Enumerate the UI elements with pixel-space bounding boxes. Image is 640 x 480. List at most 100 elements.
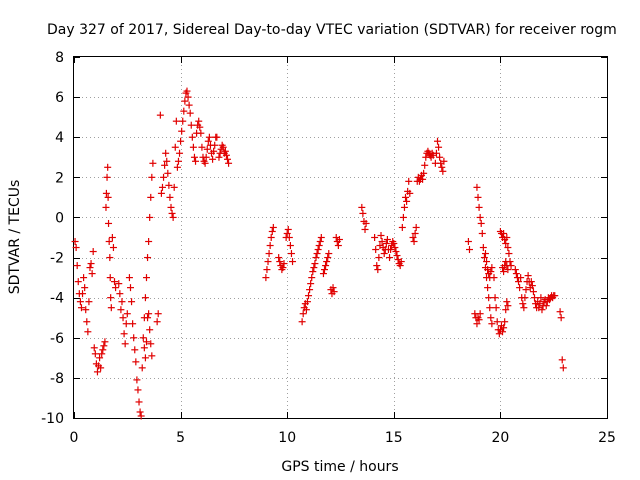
data-point [172, 117, 180, 125]
data-point [170, 183, 178, 191]
data-point [515, 278, 523, 286]
data-point [493, 318, 501, 326]
data-point [405, 177, 413, 185]
data-point [225, 159, 233, 167]
data-point [361, 225, 369, 233]
data-point [131, 346, 139, 354]
data-point [262, 274, 270, 282]
data-point [306, 286, 314, 294]
data-point [312, 254, 320, 262]
data-point [410, 238, 418, 246]
data-point [204, 137, 212, 145]
data-point [141, 354, 149, 362]
data-point [154, 310, 162, 318]
data-point [556, 308, 564, 316]
data-point [189, 143, 197, 151]
data-point [421, 161, 429, 169]
data-point [263, 266, 271, 274]
data-point [103, 173, 111, 181]
data-point [188, 133, 196, 141]
data-point [438, 163, 446, 171]
data-point [115, 280, 123, 288]
data-point [487, 314, 495, 322]
data-point [269, 223, 277, 231]
data-point [307, 280, 315, 288]
x-tick-label: 0 [70, 430, 79, 446]
data-point [224, 155, 232, 163]
y-tick-label: -10 [41, 411, 64, 427]
data-point [169, 213, 177, 221]
data-point [475, 203, 483, 211]
data-point [166, 193, 174, 201]
data-point [187, 121, 195, 129]
data-point [375, 254, 383, 262]
data-point [491, 294, 499, 302]
data-point [148, 173, 156, 181]
data-point [334, 242, 342, 250]
data-point [502, 240, 510, 248]
data-point [198, 143, 206, 151]
data-point [203, 145, 211, 153]
y-tick-label: 0 [55, 210, 64, 226]
data-point [483, 258, 491, 266]
data-point [500, 229, 508, 237]
data-point [77, 304, 85, 312]
x-tick-label: 25 [598, 430, 616, 446]
data-point [71, 238, 79, 246]
data-point [387, 246, 395, 254]
data-point [149, 159, 157, 167]
data-point [184, 93, 192, 101]
data-point [517, 274, 525, 282]
data-point [139, 334, 147, 342]
data-point [474, 193, 482, 201]
data-point [142, 274, 150, 282]
data-point [529, 288, 537, 296]
data-point [504, 302, 512, 310]
data-point [329, 284, 337, 292]
data-point [373, 262, 381, 270]
data-point [167, 203, 175, 211]
grid-lines [74, 57, 607, 418]
data-point [211, 141, 219, 149]
data-point [100, 342, 108, 350]
y-axis-label: SDTVAR / TECUs [7, 180, 23, 295]
data-point [324, 254, 332, 262]
data-point [176, 149, 184, 157]
data-point [406, 189, 414, 197]
data-point [202, 153, 210, 161]
data-point [500, 268, 508, 276]
data-point [102, 189, 110, 197]
data-point [303, 298, 311, 306]
data-point [265, 250, 273, 258]
data-point [158, 183, 166, 191]
y-axis-ticks: -10 -8 -6 -4 -2 0 2 4 6 8 [41, 50, 607, 427]
data-point [144, 254, 152, 262]
data-point [98, 350, 106, 358]
data-point [504, 244, 512, 252]
data-point [86, 264, 94, 272]
data-point [551, 292, 559, 300]
data-point [171, 143, 179, 151]
data-point [196, 123, 204, 131]
x-tick-label: 20 [491, 430, 509, 446]
data-point [173, 163, 181, 171]
data-point [319, 270, 327, 278]
data-point [330, 288, 338, 296]
data-point [500, 324, 508, 332]
data-point [107, 304, 115, 312]
data-point [135, 398, 143, 406]
data-point [528, 282, 536, 290]
data-point [400, 203, 408, 211]
data-point [178, 127, 186, 135]
data-point [145, 238, 153, 246]
data-point [464, 238, 472, 246]
data-point [503, 298, 511, 306]
data-point [147, 340, 155, 348]
data-point [146, 326, 154, 334]
data-point [146, 213, 154, 221]
data-point [148, 352, 156, 360]
y-tick-label: -6 [50, 331, 64, 347]
data-point [111, 278, 119, 286]
data-point [186, 109, 194, 117]
y-tick-label: -2 [50, 251, 64, 267]
